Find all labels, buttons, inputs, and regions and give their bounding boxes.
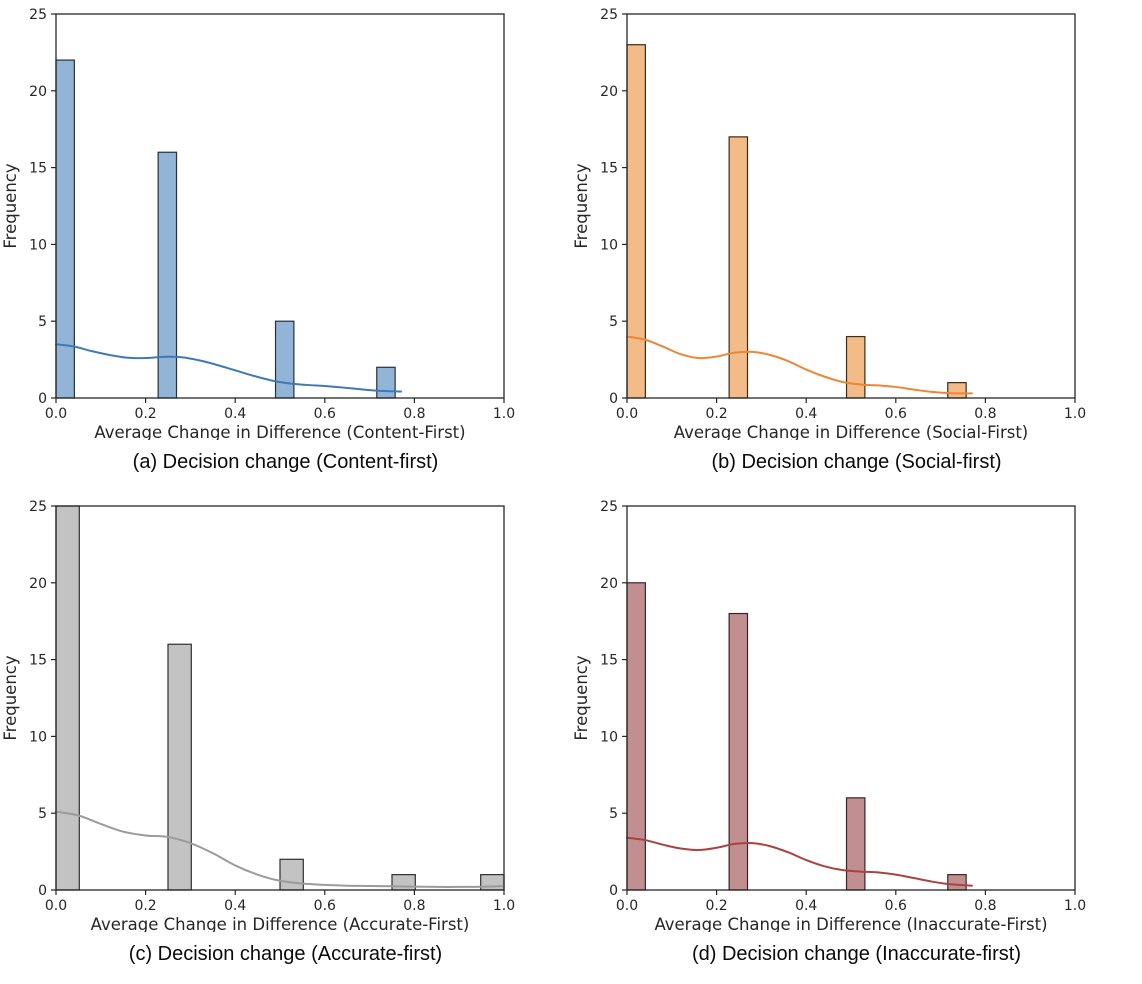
kde-curve (55, 343, 402, 393)
y-tick-label: 15 (600, 161, 618, 177)
panel-a: 0.0 0.2 0.4 0.6 0.8 1.0 0 5 10 15 20 25 Average Chan… (0, 0, 571, 492)
y-tick-label: 10 (29, 729, 47, 745)
y-tick-label: 0 (609, 391, 618, 407)
histogram-bar (279, 858, 304, 891)
histogram-bar (274, 320, 295, 399)
histogram-bar (947, 382, 967, 399)
kde-curve (626, 335, 973, 395)
y-tick-label: 5 (609, 314, 618, 330)
y-axis-label: Frequency (572, 163, 591, 248)
plot-border (55, 13, 505, 399)
histogram-bar (55, 59, 75, 399)
plot-border (626, 13, 1076, 399)
y-tick-label: 20 (29, 84, 47, 100)
panel-c: 0.0 0.2 0.4 0.6 0.8 1.0 0 5 10 15 20 25 Average Chan… (0, 492, 571, 984)
x-tick-label: 0.0 (45, 406, 67, 422)
x-tick-label: 0.8 (974, 406, 996, 422)
x-tick-label: 0.2 (705, 406, 727, 422)
histogram-bar (728, 612, 749, 891)
x-tick-label: 0.8 (403, 898, 425, 914)
histogram-bar (845, 335, 866, 399)
x-tick-label: 0.2 (705, 898, 727, 914)
y-tick-label: 10 (600, 237, 618, 253)
histogram-chart-accurate-first: 0.0 0.2 0.4 0.6 0.8 1.0 0 5 10 15 20 25 Average Chan… (1, 499, 515, 932)
x-tick-label: 0.4 (224, 898, 246, 914)
x-tick-label: 0.2 (134, 406, 156, 422)
x-tick-label: 0.4 (795, 406, 817, 422)
y-tick-label: 5 (609, 806, 618, 822)
histogram-bar (626, 582, 646, 891)
x-tick-label: 1.0 (493, 898, 515, 914)
y-tick-label: 5 (38, 314, 47, 330)
plot-border (626, 505, 1076, 891)
y-tick-label: 20 (600, 576, 618, 592)
y-tick-label: 20 (600, 84, 618, 100)
x-tick-label: 0.6 (314, 406, 336, 422)
x-axis-label: Average Change in Difference (Content-Fi… (94, 423, 465, 440)
x-tick-label: 0.4 (224, 406, 246, 422)
x-tick-label: 0.2 (134, 898, 156, 914)
histogram-bar (391, 874, 416, 891)
x-tick-label: 0.0 (45, 898, 67, 914)
plot-border (55, 505, 505, 891)
y-tick-label: 25 (29, 499, 47, 515)
x-axis-label: Average Change in Difference (Inaccurate… (654, 915, 1047, 932)
histogram-bar (626, 44, 646, 399)
y-tick-label: 25 (600, 499, 618, 515)
histogram-bar (947, 874, 967, 891)
panel-caption-d: (d) Decision change (Inaccurate-first) (691, 942, 1021, 965)
x-tick-label: 0.6 (885, 406, 907, 422)
histogram-chart-inaccurate-first: 0.0 0.2 0.4 0.6 0.8 1.0 0 5 10 15 20 25 Average Chan… (572, 499, 1086, 932)
histogram-bar (728, 136, 749, 399)
histogram-bar (55, 505, 80, 891)
y-axis-label: Frequency (572, 655, 591, 740)
x-tick-label: 1.0 (1064, 406, 1086, 422)
kde-curve (626, 836, 973, 887)
x-tick-label: 0.6 (314, 898, 336, 914)
x-axis-label: Average Change in Difference (Social-Fir… (674, 423, 1028, 440)
y-tick-label: 0 (38, 883, 47, 899)
histogram-bar (167, 643, 192, 891)
x-tick-label: 1.0 (493, 406, 515, 422)
y-tick-label: 10 (600, 729, 618, 745)
y-tick-label: 0 (609, 883, 618, 899)
histogram-chart-content-first: 0.0 0.2 0.4 0.6 0.8 1.0 0 5 10 15 20 25 Average Chan… (1, 7, 515, 440)
y-tick-label: 25 (600, 7, 618, 23)
y-tick-label: 15 (600, 653, 618, 669)
y-tick-label: 10 (29, 237, 47, 253)
x-tick-label: 0.4 (795, 898, 817, 914)
kde-curve (55, 810, 505, 888)
panel-b: 0.0 0.2 0.4 0.6 0.8 1.0 0 5 10 15 20 25 Average Chan… (571, 0, 1142, 492)
y-axis-label: Frequency (1, 655, 20, 740)
y-tick-label: 20 (29, 576, 47, 592)
y-tick-label: 0 (38, 391, 47, 407)
panel-caption-a: (a) Decision change (Content-first) (132, 450, 439, 473)
histogram-bar (157, 151, 178, 399)
x-tick-label: 0.0 (616, 898, 638, 914)
y-axis-label: Frequency (1, 163, 20, 248)
x-tick-label: 0.8 (403, 406, 425, 422)
y-tick-label: 15 (29, 653, 47, 669)
histogram-chart-social-first: 0.0 0.2 0.4 0.6 0.8 1.0 0 5 10 15 20 25 Average Chan… (572, 7, 1086, 440)
y-tick-label: 15 (29, 161, 47, 177)
x-tick-label: 0.6 (885, 898, 907, 914)
panel-caption-c: (c) Decision change (Accurate-first) (128, 942, 443, 965)
x-tick-label: 0.0 (616, 406, 638, 422)
y-tick-label: 25 (29, 7, 47, 23)
panel-d: 0.0 0.2 0.4 0.6 0.8 1.0 0 5 10 15 20 25 Average Chan… (571, 492, 1142, 984)
y-tick-label: 5 (38, 806, 47, 822)
histogram-bar (376, 366, 396, 399)
panel-caption-b: (b) Decision change (Social-first) (711, 450, 1002, 473)
x-axis-label: Average Change in Difference (Accurate-F… (91, 915, 470, 932)
x-tick-label: 0.8 (974, 898, 996, 914)
x-tick-label: 1.0 (1064, 898, 1086, 914)
histogram-bar (845, 797, 866, 891)
